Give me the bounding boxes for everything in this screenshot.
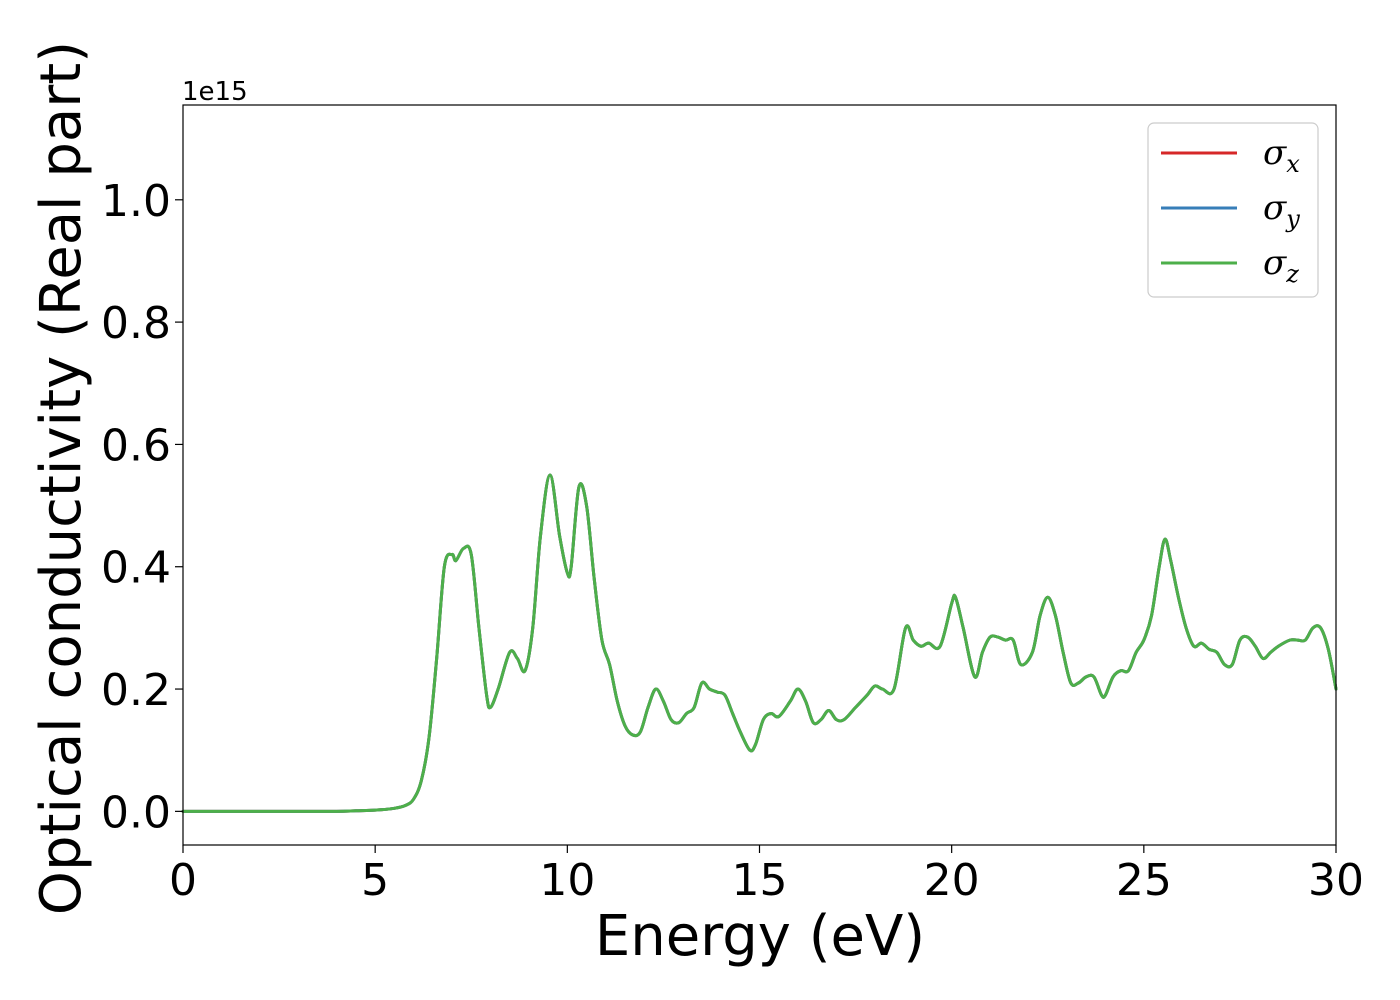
x-tick-label: 5 [361,855,389,906]
y-tick-label: 0.0 [101,787,171,838]
y-tick-label: 0.8 [101,298,171,349]
x-tick-label: 0 [169,855,197,906]
x-tick-label: 25 [1116,855,1172,906]
y-axis-label: Optical conductivity (Real part) [29,41,94,915]
x-tick-label: 10 [539,855,595,906]
series-layer [181,473,1338,813]
x-tick-label: 20 [924,855,980,906]
series-line-z [181,473,1338,813]
y-tick-label: 0.6 [101,420,171,471]
y-tick-label: 0.2 [101,665,171,716]
x-axis-label: Energy (eV) [595,904,925,969]
legend-box [1147,122,1319,298]
y-tick-label: 1.0 [101,176,171,227]
x-tick-label: 30 [1308,855,1364,906]
y-axis: 0.0 0.2 0.4 0.6 0.8 1.0 [101,176,183,838]
y-tick-label: 0.4 [101,543,171,594]
x-axis: 0 5 10 15 20 25 30 [169,845,1364,906]
x-tick-label: 15 [732,855,788,906]
y-offset-label: 1e15 [182,77,248,107]
